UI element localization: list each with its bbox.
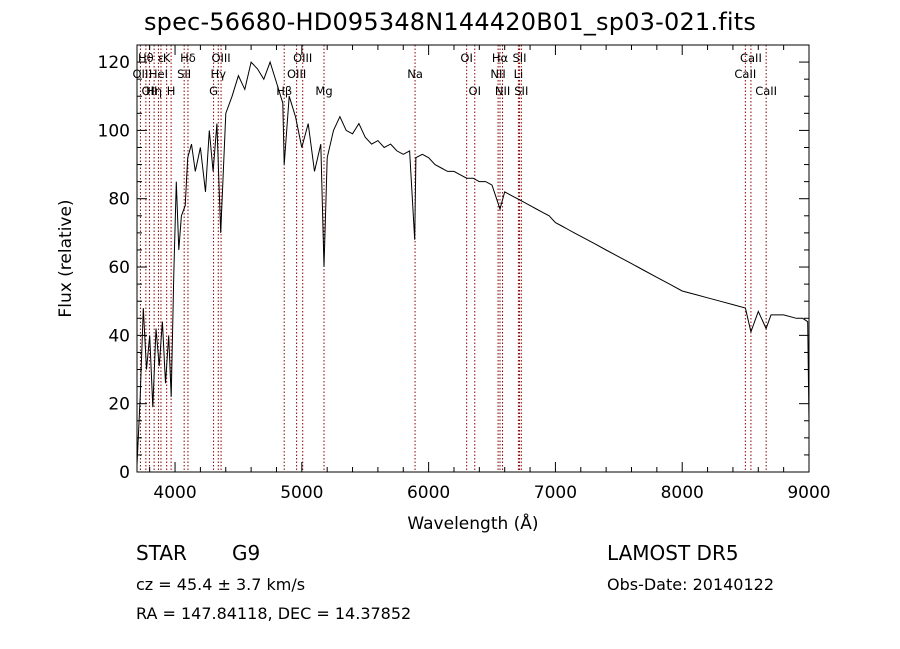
line-marker-label: OII [133, 67, 149, 81]
line-marker-label: K [163, 51, 171, 65]
line-marker-label: Hδ [180, 51, 196, 65]
line-marker-label: OIII [287, 67, 306, 81]
line-marker-label: Hη [146, 84, 162, 98]
line-marker-label: G [209, 84, 218, 98]
line-marker-label: OI [460, 51, 472, 65]
x-tick-label: 7000 [534, 483, 577, 503]
observation-date: Obs-Date: 20140122 [607, 575, 775, 594]
spectral-subclass: G9 [232, 541, 261, 565]
y-tick-label: 40 [108, 326, 130, 346]
chart-title: spec-56680-HD095348N144420B01_sp03-021.f… [143, 8, 757, 36]
line-marker-label: SII [514, 84, 528, 98]
x-tick-label: 9000 [787, 483, 830, 503]
survey-name: LAMOST DR5 [607, 541, 739, 565]
line-marker-label: HeI [149, 67, 168, 81]
line-marker-label: CaII [734, 67, 756, 81]
y-tick-label: 60 [108, 258, 130, 278]
y-axis: 0 20 40 60 80 100 120 [98, 44, 809, 483]
x-axis: 4000 5000 6000 7000 8000 9000 [149, 45, 831, 503]
spectrum-chart: OIIHθOIIHηHeIεKHSIIHδGHγOIIIHβOIIIOIIIMg… [56, 44, 831, 534]
x-tick-label: 4000 [153, 483, 196, 503]
object-type: STAR [136, 541, 187, 565]
line-marker-label: OIII [211, 51, 230, 65]
line-marker-label: OII [142, 84, 158, 98]
y-tick-label: 120 [98, 53, 130, 73]
spectrum-line [136, 60, 810, 466]
x-tick-label: 6000 [407, 483, 450, 503]
line-marker-label: Na [407, 67, 423, 81]
line-marker-label: Li [514, 67, 524, 81]
redshift-velocity: cz = 45.4 ± 3.7 km/s [136, 575, 306, 594]
y-tick-label: 0 [119, 463, 130, 483]
line-markers [139, 45, 767, 472]
line-marker-label: OI [469, 84, 481, 98]
line-marker-label: SII [177, 67, 191, 81]
line-marker-label: Mg [315, 84, 332, 98]
line-marker-label: Hγ [211, 67, 227, 81]
y-axis-label: Flux (relative) [56, 199, 76, 317]
line-marker-label: SII [512, 51, 526, 65]
line-marker-label: OIII [293, 51, 312, 65]
y-tick-label: 20 [108, 395, 130, 415]
plot-frame [136, 44, 810, 473]
y-tick-label: 100 [98, 121, 130, 141]
line-marker-labels: OIIHθOIIHηHeIεKHSIIHδGHγOIIIHβOIIIOIIIMg… [133, 51, 778, 98]
line-marker-label: NII [490, 67, 505, 81]
line-marker-label: ε [158, 51, 164, 65]
y-tick-label: 80 [108, 190, 130, 210]
ra-dec-coordinates: RA = 147.84118, DEC = 14.37852 [136, 604, 412, 623]
line-marker-label: CaII [755, 84, 777, 98]
line-marker-label: Hθ [138, 51, 154, 65]
x-tick-label: 8000 [661, 483, 704, 503]
line-marker-label: NII [495, 84, 510, 98]
line-marker-label: H [167, 84, 176, 98]
line-marker-label: CaII [740, 51, 762, 65]
line-marker-label: Hα [492, 51, 509, 65]
x-axis-label: Wavelength (Å) [407, 512, 538, 534]
x-tick-label: 5000 [280, 483, 323, 503]
